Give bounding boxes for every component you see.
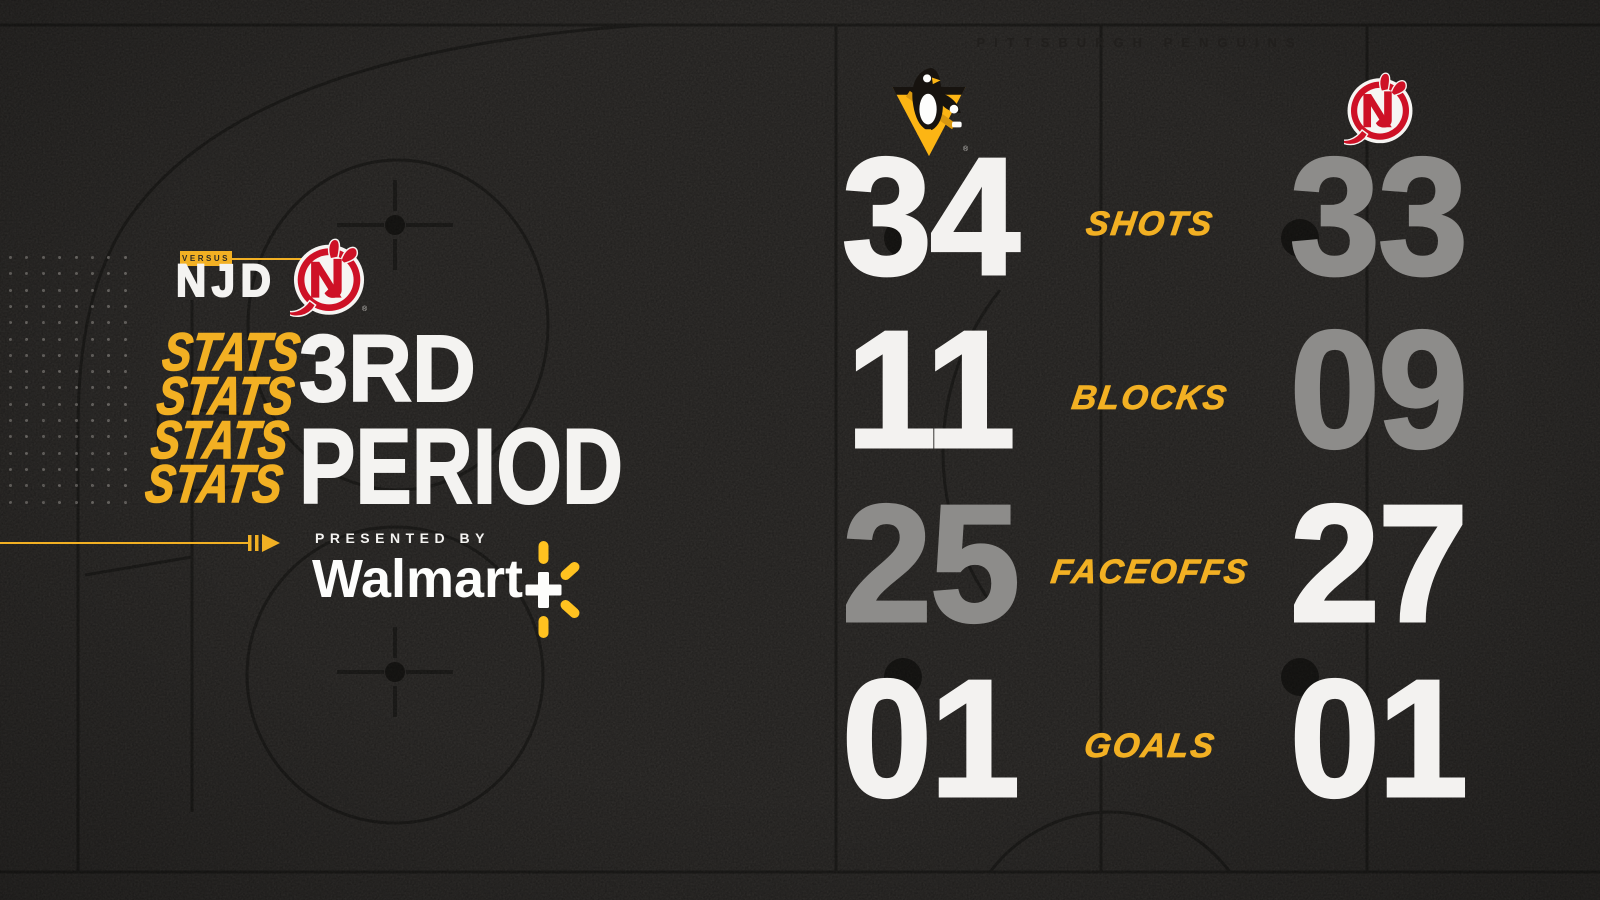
walmart-plus-spark-icon [525,541,580,638]
presented-by-label: PRESENTED BY [315,530,490,546]
accent-line [0,542,248,544]
devils-logo-matchup [290,238,365,318]
stats-repeated-title: STATS STATS STATS STATS [142,322,304,514]
stat-value-njd-blocks: 09 [1288,297,1469,483]
stat-value-njd-shots: 33 [1288,124,1469,310]
period-title-line1: 3RD [298,316,477,422]
devils-registered-mark: ® [362,306,368,313]
dot-grid-pattern [9,256,149,521]
walmart-wordmark: Walmart [312,549,524,609]
period-title-line2: PERIOD [298,406,624,526]
opponent-abbr: NJD [175,255,277,306]
watermark-team-name: PITTSBURGH PENGUINS [976,35,1304,50]
stat-value-njd-goals: 01 [1288,646,1469,832]
penguins-registered-mark: ® [963,146,969,153]
stats-word: STATS [142,454,287,514]
stat-value-njd-faceoffs: 27 [1288,471,1469,657]
arrow-icon [248,534,280,552]
